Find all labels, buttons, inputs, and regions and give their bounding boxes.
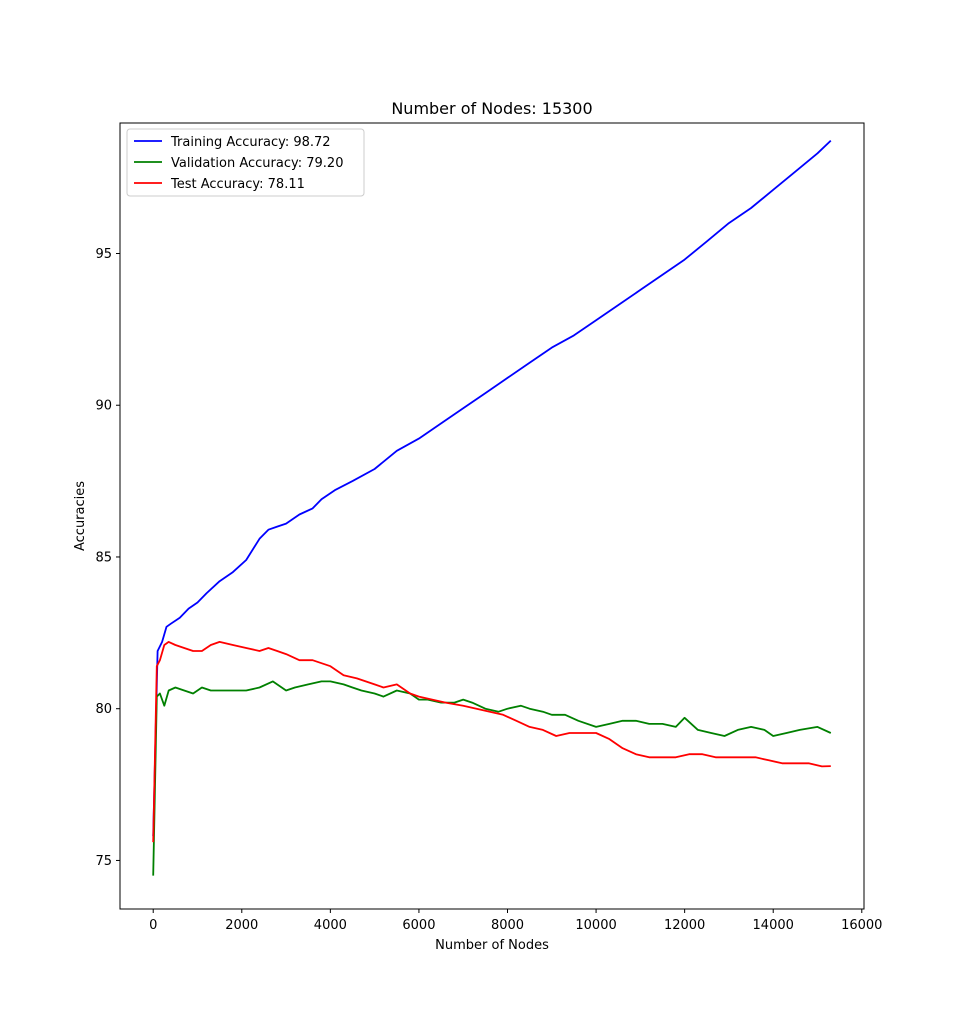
y-tick-label: 85: [95, 550, 112, 565]
legend-label-2: Test Accuracy: 78.11: [170, 177, 305, 192]
series-line-0: [152, 139, 832, 837]
legend-box: [126, 128, 365, 197]
x-tick-label: 2000: [225, 918, 258, 933]
legend-label-1: Validation Accuracy: 79.20: [171, 156, 343, 171]
series-line-1: [152, 680, 832, 876]
legend-label-0: Training Accuracy: 98.72: [170, 135, 331, 150]
y-tick-label: 90: [95, 399, 112, 414]
x-tick-label: 10000: [575, 918, 616, 933]
y-tick-label: 80: [95, 702, 112, 717]
x-axis-label: Number of Nodes: [435, 938, 549, 953]
x-tick-label: 8000: [491, 918, 524, 933]
y-axis: 75 80 85 90 95: [95, 247, 120, 869]
y-tick-label: 75: [95, 854, 112, 869]
x-tick-label: 12000: [664, 918, 705, 933]
x-tick-label: 14000: [753, 918, 794, 933]
x-tick-label: 0: [149, 918, 157, 933]
y-tick-label: 95: [95, 247, 112, 262]
axes-frame: [119, 122, 865, 910]
chart-title: Number of Nodes: 15300: [391, 99, 592, 118]
x-tick-label: 16000: [841, 918, 882, 933]
x-tick-label: 4000: [314, 918, 347, 933]
legend: Training Accuracy: 98.72 Validation Accur…: [126, 128, 365, 197]
x-axis: 0 2000 4000 6000 8000 10000 12000 14000 16000: [149, 909, 882, 933]
plot-area: [152, 139, 832, 876]
x-tick-label: 6000: [402, 918, 435, 933]
y-axis-label: Accuracies: [73, 481, 88, 551]
series-line-2: [152, 641, 831, 843]
